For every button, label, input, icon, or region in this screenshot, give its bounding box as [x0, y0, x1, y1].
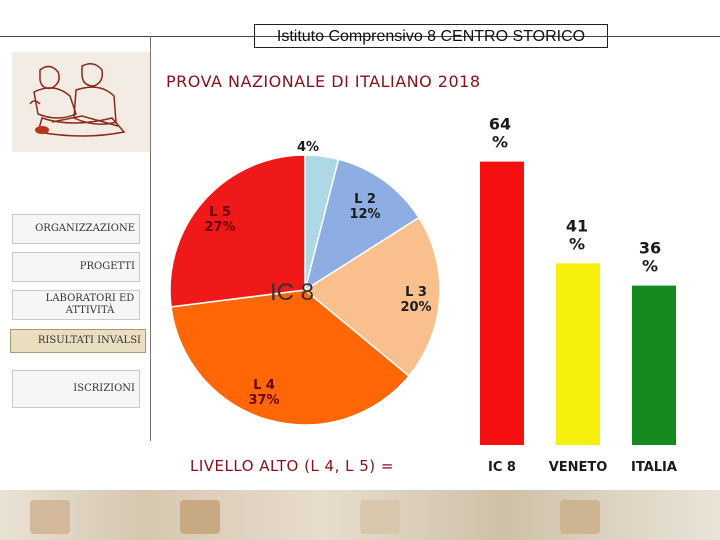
bar-value-unit-ic-8: % — [492, 133, 508, 152]
school-logo — [12, 52, 150, 152]
pie-value-l2: 12% — [349, 207, 380, 222]
bar-category-italia: ITALIA — [631, 460, 677, 475]
bar-ic-8 — [480, 161, 524, 445]
nav-progetti[interactable]: PROGETTI — [12, 252, 140, 282]
banner-image-4 — [560, 500, 600, 534]
bar-value-unit-italia: % — [642, 257, 658, 276]
pie-center-label: IC 8 — [270, 279, 314, 306]
footer-note: LIVELLO ALTO (L 4, L 5) = — [190, 457, 394, 475]
pie-label-l5: L 5 — [209, 205, 231, 220]
header-rule — [0, 36, 720, 37]
nav-risultati-invalsi[interactable]: RISULTATI INVALSI — [10, 329, 146, 353]
banner-image-2 — [180, 500, 220, 534]
bar-italia — [632, 285, 676, 445]
page-title: PROVA NAZIONALE DI ITALIANO 2018 — [166, 72, 481, 91]
banner-image-3 — [360, 500, 400, 534]
pie-label-l3: L 3 — [405, 285, 427, 300]
pie-value-l5: 27% — [204, 220, 235, 235]
bar-chart: 64% 41% 36% IC 8 VENETO ITALIA — [470, 95, 710, 485]
pie-chart: L 14%L 212%L 320%L 437%L 527%IC 8 — [150, 125, 450, 450]
pie-slice-l2 — [303, 158, 421, 292]
bar-category-ic-8: IC 8 — [488, 460, 516, 475]
nav-laboratori[interactable]: LABORATORI ED ATTIVITÀ — [12, 290, 140, 320]
pie-value-l1: 4% — [297, 140, 319, 155]
bar-value-italia: 36 — [639, 239, 661, 258]
sidebar-divider — [150, 36, 151, 441]
pie-value-l3: 20% — [400, 300, 431, 315]
bar-value-veneto: 41 — [566, 216, 588, 235]
pie-label-l4: L 4 — [253, 378, 275, 393]
pie-label-l2: L 2 — [354, 192, 376, 207]
pie-value-l4: 37% — [248, 393, 279, 408]
pie-slice-l4 — [170, 289, 411, 426]
nav-laboratori-label: LABORATORI ED ATTIVITÀ — [45, 293, 135, 316]
pie-slice-l3 — [303, 216, 441, 378]
school-name-header: Istituto Comprensivo 8 CENTRO STORICO — [254, 24, 608, 48]
bar-veneto — [556, 263, 600, 445]
bar-value-ic-8: 64 — [489, 115, 511, 134]
banner-image-1 — [30, 500, 70, 534]
bar-category-veneto: VENETO — [549, 460, 608, 475]
nav-iscrizioni[interactable]: ISCRIZIONI — [12, 370, 140, 408]
nav-organizzazione[interactable]: ORGANIZZAZIONE — [12, 214, 140, 244]
bar-value-unit-veneto: % — [569, 234, 585, 253]
pie-slice-l5 — [169, 154, 306, 308]
